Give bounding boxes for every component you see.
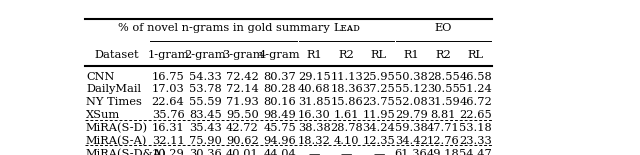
Text: XSum: XSum	[86, 110, 120, 120]
Text: 83.45: 83.45	[189, 110, 221, 120]
Text: 49.18: 49.18	[427, 149, 460, 155]
Text: Dataset: Dataset	[95, 50, 140, 60]
Text: MiRA(S-D): MiRA(S-D)	[86, 123, 148, 133]
Text: 18.36: 18.36	[330, 84, 363, 95]
Text: —: —	[308, 149, 320, 155]
Text: 32.11: 32.11	[152, 136, 184, 146]
Text: % of novel n-grams in gold summary: % of novel n-grams in gold summary	[118, 23, 330, 33]
Text: DailyMail: DailyMail	[86, 84, 141, 95]
Text: 23.75: 23.75	[362, 97, 396, 107]
Text: 51.24: 51.24	[459, 84, 492, 95]
Text: 16.30: 16.30	[298, 110, 331, 120]
Text: 38.38: 38.38	[298, 123, 331, 133]
Text: 29.15: 29.15	[298, 72, 331, 82]
Text: 22.64: 22.64	[152, 97, 184, 107]
Text: 12.76: 12.76	[427, 136, 460, 146]
Text: 42.72: 42.72	[226, 123, 259, 133]
Text: 72.14: 72.14	[226, 84, 259, 95]
Text: CNN: CNN	[86, 72, 115, 82]
Text: R2: R2	[339, 50, 355, 60]
Text: 71.93: 71.93	[226, 97, 259, 107]
Text: 17.03: 17.03	[152, 84, 184, 95]
Text: 75.90: 75.90	[189, 136, 221, 146]
Text: 95.50: 95.50	[226, 110, 259, 120]
Text: 35.76: 35.76	[152, 110, 184, 120]
Text: 94.96: 94.96	[263, 136, 296, 146]
Text: 29.79: 29.79	[395, 110, 428, 120]
Text: Lᴇᴀᴅ: Lᴇᴀᴅ	[333, 23, 360, 33]
Text: R1: R1	[403, 50, 419, 60]
Text: —: —	[373, 149, 385, 155]
Text: RL: RL	[371, 50, 387, 60]
Text: 47.71: 47.71	[427, 123, 460, 133]
Text: 40.01: 40.01	[226, 149, 259, 155]
Text: 12.35: 12.35	[362, 136, 396, 146]
Text: 44.04: 44.04	[263, 149, 296, 155]
Text: 98.49: 98.49	[263, 110, 296, 120]
Text: 23.33: 23.33	[459, 136, 492, 146]
Text: R2: R2	[435, 50, 451, 60]
Text: 1-gram: 1-gram	[147, 50, 189, 60]
Text: 61.36: 61.36	[395, 149, 428, 155]
Text: 53.18: 53.18	[459, 123, 492, 133]
Text: 40.68: 40.68	[298, 84, 331, 95]
Text: 34.42: 34.42	[395, 136, 428, 146]
Text: 80.28: 80.28	[263, 84, 296, 95]
Text: 15.86: 15.86	[330, 97, 363, 107]
Text: EO: EO	[435, 23, 452, 33]
Text: 25.95: 25.95	[362, 72, 396, 82]
Text: 59.38: 59.38	[395, 123, 428, 133]
Text: 46.72: 46.72	[459, 97, 492, 107]
Text: 72.42: 72.42	[226, 72, 259, 82]
Text: 50.38: 50.38	[395, 72, 428, 82]
Text: 46.58: 46.58	[459, 72, 492, 82]
Text: 55.12: 55.12	[395, 84, 428, 95]
Text: 52.08: 52.08	[395, 97, 428, 107]
Text: 2-gram: 2-gram	[184, 50, 226, 60]
Text: 53.78: 53.78	[189, 84, 221, 95]
Text: R1: R1	[307, 50, 322, 60]
Text: 11.95: 11.95	[362, 110, 396, 120]
Text: 45.75: 45.75	[263, 123, 296, 133]
Text: 31.59: 31.59	[427, 97, 460, 107]
Text: 55.59: 55.59	[189, 97, 221, 107]
Text: 80.37: 80.37	[263, 72, 296, 82]
Text: 34.24: 34.24	[362, 123, 396, 133]
Text: 3-gram: 3-gram	[221, 50, 263, 60]
Text: 37.25: 37.25	[362, 84, 396, 95]
Text: 35.43: 35.43	[189, 123, 221, 133]
Text: 54.33: 54.33	[189, 72, 221, 82]
Text: MiRA(S-A): MiRA(S-A)	[86, 136, 147, 146]
Text: 4-gram: 4-gram	[259, 50, 300, 60]
Text: 28.55: 28.55	[427, 72, 460, 82]
Text: 22.65: 22.65	[459, 110, 492, 120]
Text: 54.47: 54.47	[459, 149, 492, 155]
Text: 31.85: 31.85	[298, 97, 331, 107]
Text: 1.61: 1.61	[334, 110, 359, 120]
Text: 30.55: 30.55	[427, 84, 460, 95]
Text: NY Times: NY Times	[86, 97, 142, 107]
Text: 16.31: 16.31	[152, 123, 184, 133]
Text: 90.62: 90.62	[226, 136, 259, 146]
Text: RL: RL	[468, 50, 484, 60]
Text: 28.78: 28.78	[330, 123, 363, 133]
Text: 10.29: 10.29	[152, 149, 184, 155]
Text: 18.32: 18.32	[298, 136, 331, 146]
Text: 80.16: 80.16	[263, 97, 296, 107]
Text: 4.10: 4.10	[334, 136, 359, 146]
Text: —: —	[341, 149, 352, 155]
Text: MiRA(S-D&A): MiRA(S-D&A)	[86, 149, 166, 155]
Text: 30.36: 30.36	[189, 149, 221, 155]
Text: 16.75: 16.75	[152, 72, 184, 82]
Text: 8.81: 8.81	[431, 110, 456, 120]
Text: 11.13: 11.13	[330, 72, 363, 82]
